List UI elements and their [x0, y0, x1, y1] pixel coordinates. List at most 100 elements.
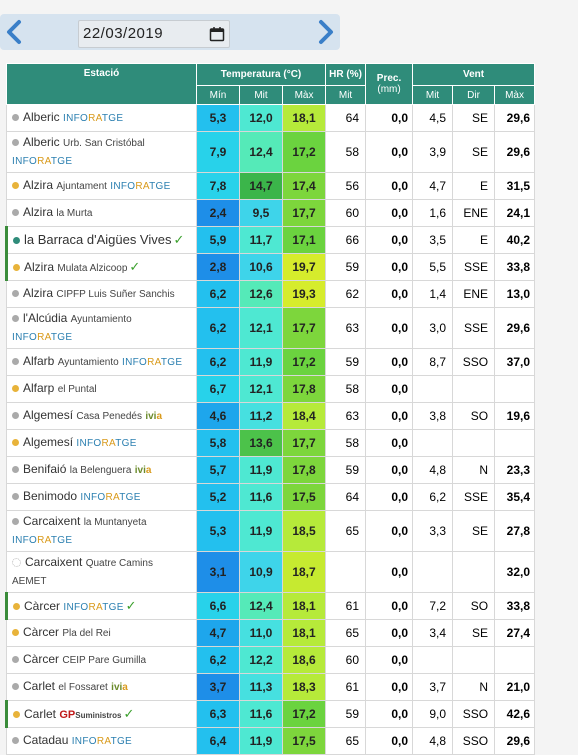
table-row[interactable]: Alfarp el Puntal 6,7 12,1 17,8 58 0,0 [6, 375, 536, 403]
table-row[interactable]: Alberic INFORATGE 5,3 12,0 18,1 64 0,0 4,5 SE 29… [6, 104, 536, 132]
hr-mit-cell: 60 [325, 199, 367, 227]
header-temp-min[interactable]: Mín [196, 85, 240, 105]
vent-dir-cell: SSO [452, 700, 496, 728]
station-cell[interactable]: Algemesí INFORATGE [6, 429, 197, 457]
table-row[interactable]: Alzira la Murta 2,4 9,5 17,7 60 0,0 1,6 ENE 24,1 [6, 199, 536, 227]
station-name[interactable]: l'Alcúdia [23, 311, 68, 325]
table-row[interactable]: Carcaixent la Muntanyeta INFORATGE 5,3 11,9… [6, 510, 536, 552]
station-name[interactable]: Alberic [23, 110, 60, 124]
station-cell[interactable]: Carcaixent Quatre Camins AEMET [6, 551, 197, 593]
header-vent-mit[interactable]: Mit [412, 85, 454, 105]
station-cell[interactable]: Benifaió la Belenguera ivia [6, 456, 197, 484]
vent-max-cell: 33,8 [494, 592, 536, 620]
table-row[interactable]: Algemesí INFORATGE 5,8 13,6 17,7 58 0,0 [6, 429, 536, 457]
table-row[interactable]: Càrcer CEIP Pare Gumilla 6,2 12,2 18,6 60 0,0 [6, 646, 536, 674]
table-row[interactable]: Benifaió la Belenguera ivia 5,7 11,9 17,8 59… [6, 456, 536, 484]
station-name[interactable]: Alzira [23, 286, 54, 300]
station-name[interactable]: Carcaixent [23, 514, 81, 528]
station-name[interactable]: Alzira [23, 205, 54, 219]
station-name[interactable]: Catadau [23, 733, 69, 747]
check-icon: ✓ [173, 232, 185, 247]
station-name[interactable]: Benimodo [23, 489, 78, 503]
station-cell[interactable]: Carlet el Fossaret ivia [6, 673, 197, 701]
station-cell[interactable]: Alberic Urb. San Cristóbal INFORATGE [6, 131, 197, 173]
table-row[interactable]: Alzira CIPFP Luis Suñer Sanchis 6,2 12,6 19… [6, 280, 536, 308]
tag-part: INFO [12, 332, 38, 343]
station-cell[interactable]: Alzira Ajuntament INFORATGE [6, 172, 197, 200]
table-row[interactable]: la Barraca d'Aigües Vives ✓ 5,9 11,7 17,1 66 0… [5, 226, 536, 254]
station-name[interactable]: Alfarp [23, 381, 55, 395]
hr-mit-cell [325, 551, 367, 593]
tag-part: RA [37, 332, 51, 343]
station-name[interactable]: Carlet [24, 706, 57, 721]
table-row[interactable]: Carlet el Fossaret ivia 3,7 11,3 18,3 61 0,0 3… [6, 673, 536, 701]
station-cell[interactable]: Càrcer CEIP Pare Gumilla [6, 646, 197, 674]
table-row[interactable]: Càrcer INFORATGE ✓ 6,6 12,4 18,1 61 0,0 7,2 SO 33… [5, 592, 536, 620]
station-cell[interactable]: Càrcer Pla del Rei [6, 619, 197, 647]
station-name[interactable]: Càrcer [24, 598, 61, 613]
station-name[interactable]: Algemesí [23, 408, 74, 422]
temp-max-cell: 17,7 [281, 199, 327, 227]
table-row[interactable]: l'Alcúdia Ayuntamiento INFORATGE 6,2 12,1 1… [6, 307, 536, 349]
station-name[interactable]: Alzira [23, 178, 54, 192]
header-hr-mit[interactable]: Mit [325, 85, 367, 105]
table-row[interactable]: Carcaixent Quatre Camins AEMET 3,1 10,9 18,7… [6, 551, 536, 593]
vent-max-cell: 27,4 [494, 619, 536, 647]
vent-max-cell: 29,6 [494, 131, 536, 173]
temp-mit-cell: 13,6 [239, 429, 283, 457]
temp-mit-cell: 10,6 [239, 253, 283, 281]
station-cell[interactable]: Alfarp el Puntal [6, 375, 197, 403]
table-row[interactable]: Carlet GPSuministros ✓ 6,3 11,6 17,2 59 0,0 9,0… [5, 700, 536, 728]
station-name[interactable]: Càrcer [23, 625, 60, 639]
station-cell[interactable]: Càrcer INFORATGE ✓ [5, 592, 197, 620]
station-cell[interactable]: Benimodo INFORATGE [6, 483, 197, 511]
station-cell[interactable]: Carcaixent la Muntanyeta INFORATGE [6, 510, 197, 552]
table-row[interactable]: Alberic Urb. San Cristóbal INFORATGE 7,9 12… [6, 131, 536, 173]
temp-max-cell: 18,1 [281, 619, 327, 647]
station-cell[interactable]: Alfarb Ayuntamiento INFORATGE [6, 348, 197, 376]
station-name[interactable]: Alzira [24, 259, 55, 274]
station-cell[interactable]: Alzira CIPFP Luis Suñer Sanchis [6, 280, 197, 308]
table-row[interactable]: Càrcer Pla del Rei 4,7 11,0 18,1 65 0,0 3,4 SE 2… [6, 619, 536, 647]
vent-dir-cell: E [452, 226, 496, 254]
station-name[interactable]: Benifaió [23, 462, 67, 476]
calendar-icon[interactable] [209, 26, 225, 47]
table-row[interactable]: Alzira Ajuntament INFORATGE 7,8 14,7 17,4 56… [6, 172, 536, 200]
temp-mit-cell: 12,0 [239, 104, 283, 132]
table-row[interactable]: Alfarb Ayuntamiento INFORATGE 6,2 11,9 17,2… [6, 348, 536, 376]
header-estacio[interactable]: Estació [6, 63, 197, 105]
table-row[interactable]: Alzira Mulata Alzicoop ✓ 2,8 10,6 19,7 59 0,0 5… [5, 253, 536, 281]
station-name[interactable]: la Barraca d'Aigües Vives [24, 232, 172, 247]
station-cell[interactable]: Alberic INFORATGE [6, 104, 197, 132]
station-cell[interactable]: Alzira la Murta [6, 199, 197, 227]
header-vent-dir[interactable]: Dir [452, 85, 496, 105]
temp-mit-cell: 12,1 [239, 307, 283, 349]
station-cell[interactable]: Algemesí Casa Penedés ivia [6, 402, 197, 430]
table-row[interactable]: Algemesí Casa Penedés ivia 4,6 11,2 18,4 63 0… [6, 402, 536, 430]
vent-mit-cell: 3,9 [412, 131, 454, 173]
station-cell[interactable]: Carlet GPSuministros ✓ [5, 700, 197, 728]
temp-mit-cell: 11,7 [239, 226, 283, 254]
date-picker[interactable]: 22/03/2019 [78, 20, 230, 48]
header-temp-mit[interactable]: Mit [239, 85, 283, 105]
station-cell[interactable]: Catadau INFORATGE [6, 727, 197, 755]
chevron-right-icon[interactable] [316, 19, 340, 45]
chevron-left-icon[interactable] [4, 19, 28, 45]
table-row[interactable]: Catadau INFORATGE 6,4 11,9 17,5 65 0,0 4,8 SSO 2… [6, 727, 536, 755]
station-cell[interactable]: l'Alcúdia Ayuntamiento INFORATGE [6, 307, 197, 349]
station-name[interactable]: Carcaixent [25, 555, 83, 569]
header-vent-max[interactable]: Màx [494, 85, 536, 105]
station-name[interactable]: Carlet [23, 679, 56, 693]
prec-cell: 0,0 [365, 104, 414, 132]
temp-min-cell: 6,2 [196, 646, 240, 674]
station-name[interactable]: Alfarb [23, 354, 55, 368]
station-name[interactable]: Algemesí [23, 435, 74, 449]
temp-min-cell: 5,3 [196, 104, 240, 132]
station-name[interactable]: Alberic [23, 135, 60, 149]
table-row[interactable]: Benimodo INFORATGE 5,2 11,6 17,5 64 0,0 6,2 SSE… [6, 483, 536, 511]
station-cell[interactable]: la Barraca d'Aigües Vives ✓ [5, 226, 197, 254]
station-name[interactable]: Càrcer [23, 652, 60, 666]
header-temp-max[interactable]: Màx [281, 85, 327, 105]
station-cell[interactable]: Alzira Mulata Alzicoop ✓ [5, 253, 197, 281]
tag-part: TGE [50, 156, 73, 167]
